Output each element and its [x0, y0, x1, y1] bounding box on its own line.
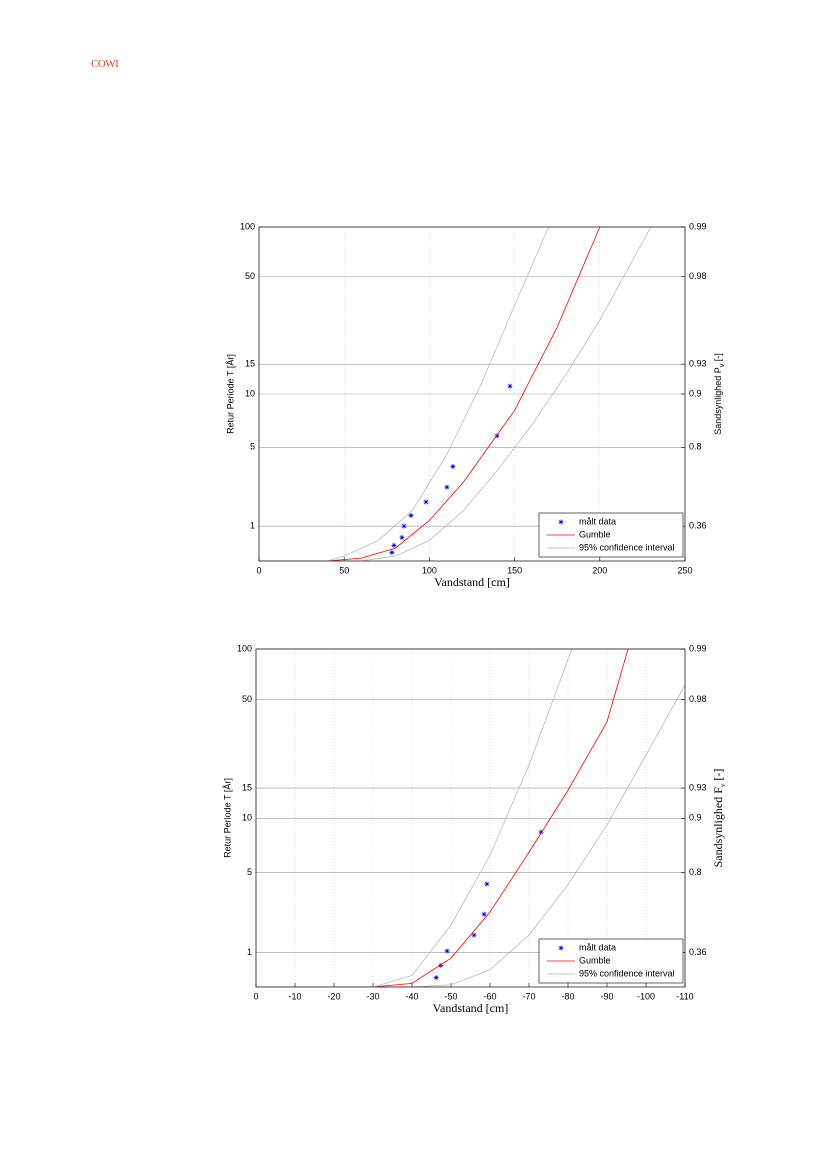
y-axis-label: Retur Periode T [År] — [222, 778, 232, 858]
y-tick-label: 50 — [245, 271, 255, 281]
data-point — [433, 975, 439, 981]
y-tick-label: 15 — [245, 359, 255, 369]
data-point — [401, 523, 407, 529]
data-point — [471, 932, 477, 938]
x-tick-label: -20 — [327, 991, 340, 1001]
y2-label-suffix: [-] — [713, 353, 723, 364]
y-tick-label: 5 — [250, 442, 255, 452]
confidence-lower — [256, 684, 685, 987]
data-point — [408, 513, 414, 519]
x-tick-label: -80 — [561, 991, 574, 1001]
data-point — [438, 962, 444, 968]
legend-label: Gumble — [579, 529, 611, 539]
x-tick-label: -110 — [676, 991, 693, 1001]
x-tick-label: -10 — [288, 991, 301, 1001]
data-point — [391, 542, 397, 548]
x-tick-label: -90 — [600, 991, 613, 1001]
data-point — [444, 484, 450, 490]
y-tick-label: 1 — [250, 521, 255, 531]
data-point — [507, 383, 513, 389]
legend-label: Gumble — [579, 955, 611, 965]
y-tick-label: 100 — [240, 221, 255, 231]
x-axis-label: Vandstand [cm] — [434, 575, 510, 589]
confidence-upper — [259, 227, 550, 561]
data-point — [399, 535, 405, 541]
plot-frame — [258, 226, 686, 562]
data-point — [389, 549, 395, 555]
y2-tick-label: 0.98 — [689, 694, 707, 704]
chart: 0 50 100 150 200 250 100 50 15 10 5 1 0.99 0.98 0.93 0.… — [225, 221, 726, 588]
legend-label: målt data — [579, 516, 616, 526]
y-tick-label: 50 — [242, 694, 252, 704]
y2-axis-label: Sandsynlighed Fv [-] — [711, 769, 727, 868]
y-axis-label: Retur Periode T [År] — [225, 354, 235, 434]
data-point — [444, 948, 450, 954]
y2-tick-label: 0.36 — [689, 947, 707, 957]
legend-marker — [558, 945, 564, 951]
y-tick-label: 1 — [247, 947, 252, 957]
data-point — [481, 911, 487, 917]
gumbel-line — [256, 649, 629, 987]
x-tick-label: 200 — [592, 565, 607, 575]
y-tick-label: 15 — [242, 782, 252, 792]
y2-tick-label: 0.99 — [689, 221, 707, 231]
gumbel-line — [259, 227, 601, 561]
legend-label: 95% confidence interval — [579, 968, 675, 978]
y2-label-suffix: [-] — [711, 769, 725, 784]
y2-tick-label: 0.93 — [689, 359, 707, 369]
x-tick-label: -60 — [483, 991, 496, 1001]
y2-axis-label: Sandsynlighed Pv [-] — [713, 353, 726, 435]
data-point — [484, 881, 490, 887]
y2-label-text: Sandsynlighed F — [711, 787, 725, 868]
y2-tick-label: 0.8 — [689, 867, 702, 877]
x-tick-label: 100 — [422, 565, 437, 575]
x-tick-label: 0 — [253, 991, 258, 1001]
y2-tick-label: 0.98 — [689, 271, 707, 281]
x-tick-label: -30 — [366, 991, 379, 1001]
x-tick-label: 150 — [507, 565, 522, 575]
y2-tick-label: 0.8 — [689, 442, 702, 452]
y2-tick-label: 0.9 — [689, 813, 702, 823]
y2-tick-label: 0.9 — [689, 388, 702, 398]
data-point — [423, 499, 429, 505]
x-tick-label: -70 — [522, 991, 535, 1001]
x-tick-label: -40 — [405, 991, 418, 1001]
legend-label: 95% confidence interval — [579, 542, 675, 552]
y2-label-text: Sandsynlighed P — [713, 367, 723, 435]
y2-tick-label: 0.36 — [689, 521, 707, 531]
x-tick-label: -50 — [444, 991, 457, 1001]
data-point — [538, 829, 544, 835]
confidence-upper — [256, 649, 573, 987]
y2-tick-label: 0.99 — [689, 643, 707, 653]
y2-tick-label: 0.93 — [689, 782, 707, 792]
data-point — [450, 463, 456, 469]
x-axis-label: Vandstand [cm] — [433, 1001, 509, 1015]
x-tick-label: 250 — [677, 565, 692, 575]
x-tick-label: -100 — [637, 991, 655, 1001]
y-tick-label: 10 — [245, 388, 255, 398]
x-tick-label: 0 — [256, 565, 261, 575]
confidence-lower — [259, 227, 652, 561]
y2-label-sub: v — [719, 363, 726, 367]
plot-frame — [255, 648, 686, 988]
y-tick-label: 100 — [237, 643, 252, 653]
legend-label: målt data — [579, 942, 616, 952]
legend-marker — [558, 519, 564, 525]
x-tick-label: 50 — [339, 565, 349, 575]
y-tick-label: 5 — [247, 867, 252, 877]
y2-label-sub: v — [719, 783, 727, 787]
plot-area — [256, 649, 685, 987]
y-tick-label: 10 — [242, 813, 252, 823]
chart: 0 -10 -20 -30 -40 -50 -60 -70 -80 -90 -100 -110 100 5… — [222, 643, 726, 1014]
data-point — [494, 433, 500, 439]
logo: COWI — [91, 58, 119, 70]
